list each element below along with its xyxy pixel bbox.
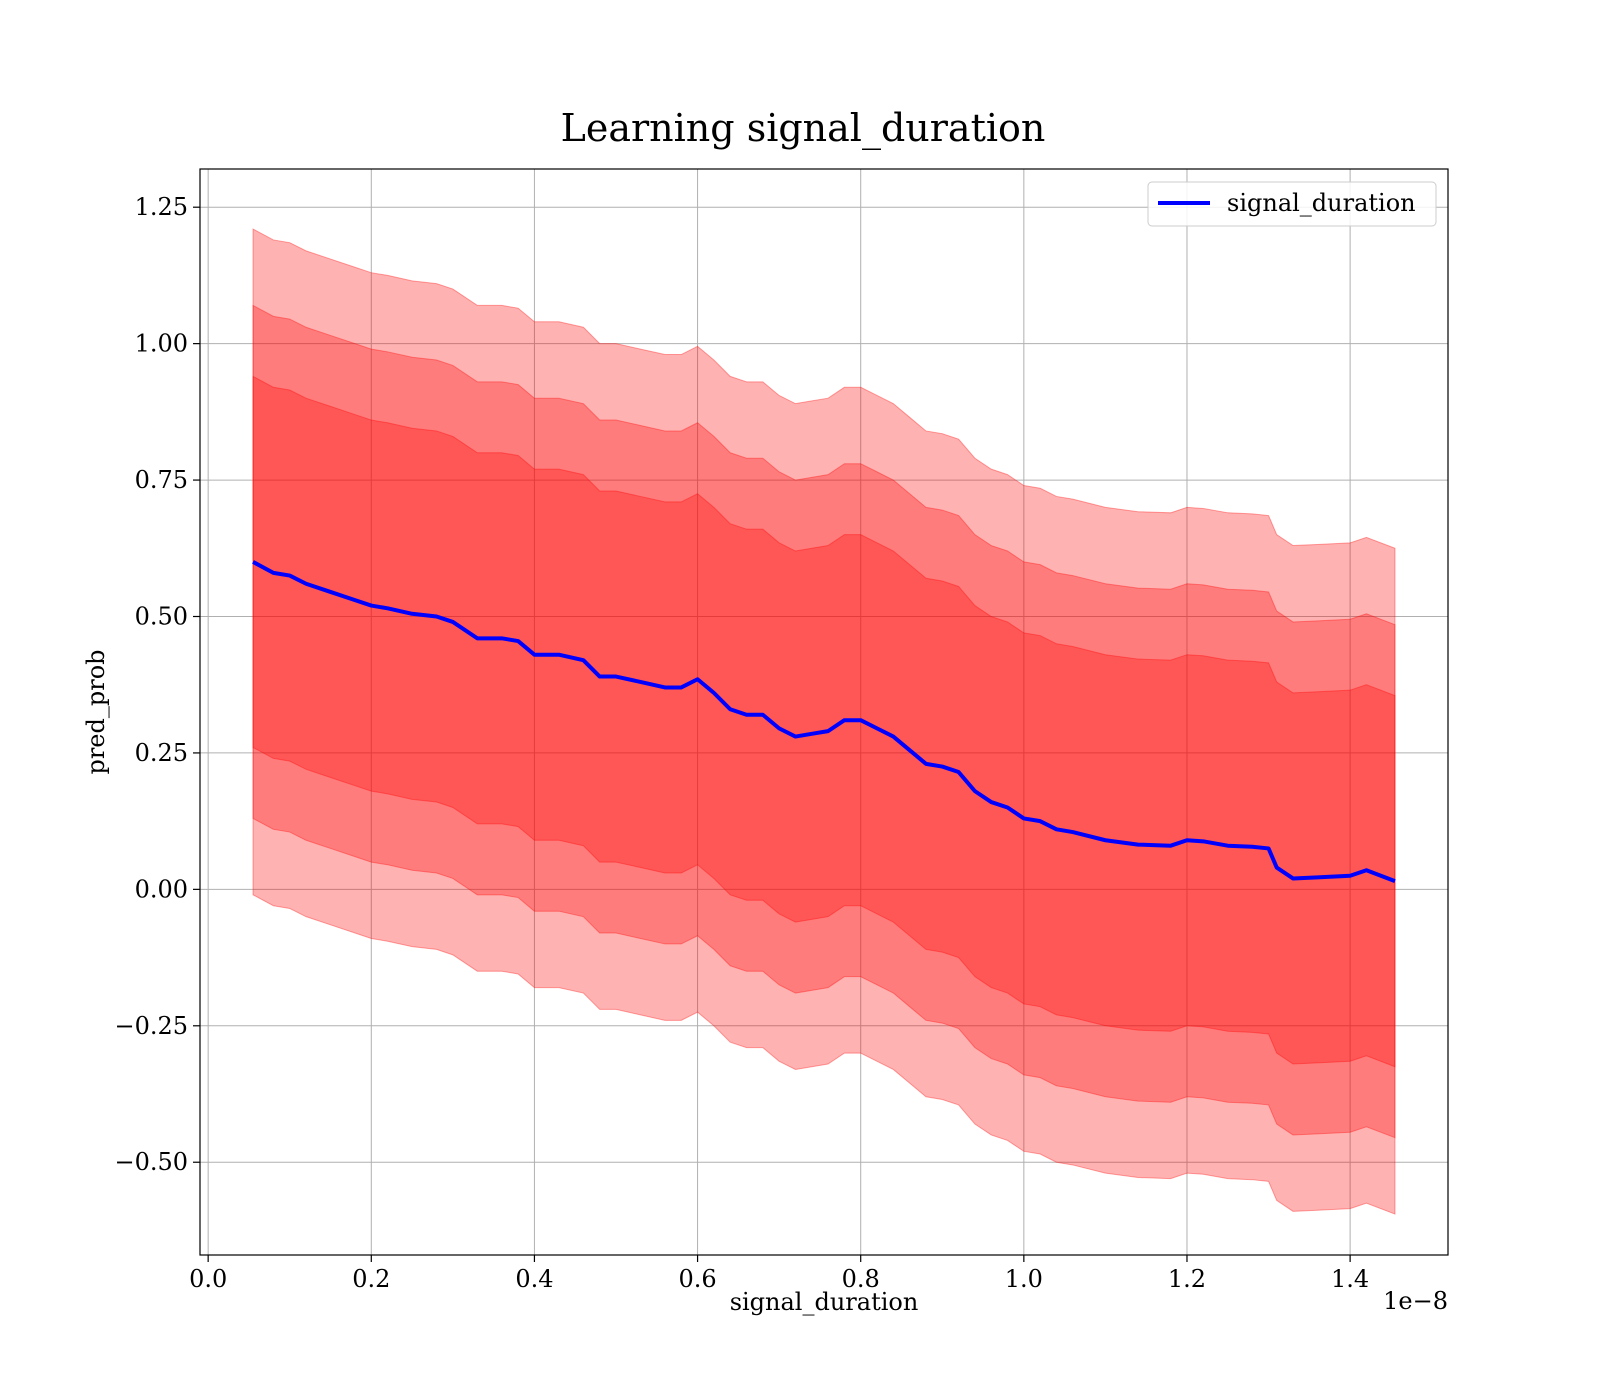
x-tick-label: 0.8 (842, 1265, 880, 1293)
x-tick-label: 1.0 (1005, 1265, 1043, 1293)
x-tick-label: 0.2 (352, 1265, 390, 1293)
chart-title: Learning signal_duration (561, 106, 1046, 151)
y-axis-ticks: −0.50 −0.25 0.00 0.25 0.50 0.75 1.00 1.25 (114, 193, 200, 1176)
y-axis-label: pred_prob (82, 649, 110, 774)
y-tick-label: 0.50 (135, 602, 188, 630)
x-tick-label: 0.6 (678, 1265, 716, 1293)
grid (200, 169, 1448, 1255)
y-tick-label: 1.25 (135, 193, 188, 221)
y-tick-label: −0.25 (114, 1012, 188, 1040)
x-tick-label: 0.0 (189, 1265, 227, 1293)
y-tick-label: 1.00 (135, 330, 188, 358)
legend-entry-label: signal_duration (1227, 189, 1416, 217)
x-axis-offset-label: 1e−8 (1383, 1287, 1448, 1315)
legend-box (1147, 181, 1437, 227)
series-lines (252, 560, 1396, 884)
confidence-band-2 (252, 304, 1396, 1139)
x-tick-label: 1.2 (1168, 1265, 1206, 1293)
y-tick-label: 0.00 (135, 875, 188, 903)
x-tick-label: 1.4 (1331, 1265, 1369, 1293)
confidence-band-3 (252, 375, 1396, 1068)
legend: signal_duration (1147, 181, 1437, 227)
x-axis-ticks: 0.0 0.2 0.4 0.6 0.8 1.0 1.2 1.4 (189, 1255, 1369, 1293)
y-tick-label: 0.75 (135, 466, 188, 494)
y-tick-label: −0.50 (114, 1148, 188, 1176)
y-tick-label: 0.25 (135, 739, 188, 767)
x-tick-label: 0.4 (515, 1265, 553, 1293)
plot-frame (199, 168, 1449, 1256)
x-axis-label: signal_duration (730, 1288, 919, 1316)
confidence-band-1 (252, 228, 1396, 1215)
confidence-bands (252, 228, 1396, 1215)
series-line-signal_duration (252, 560, 1396, 884)
